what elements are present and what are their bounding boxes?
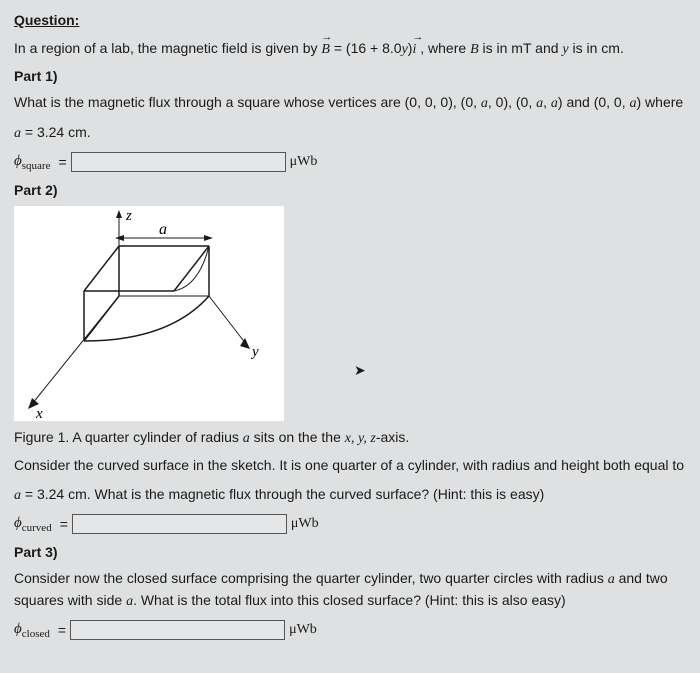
a-label: a bbox=[159, 221, 167, 238]
phi2-sub: curved bbox=[22, 522, 52, 534]
cap-a: a bbox=[243, 431, 250, 446]
part2-input-line: ϕcurved = μWb bbox=[14, 514, 686, 534]
part2-label: Part 2) bbox=[14, 182, 686, 198]
p1-pre: What is the magnetic flux through a squa… bbox=[14, 94, 481, 110]
part3-label: Part 3) bbox=[14, 544, 686, 560]
phi1-sub: square bbox=[22, 160, 51, 172]
p1-aval: = 3.24 cm. bbox=[21, 124, 91, 140]
phi-closed-label: ϕclosed bbox=[14, 621, 50, 640]
b-ital: B bbox=[470, 42, 479, 57]
p1-m3: ) and (0, 0, bbox=[558, 94, 630, 110]
b-vector: B bbox=[321, 39, 330, 60]
unit-2: μWb bbox=[291, 516, 319, 532]
phi-square-input[interactable] bbox=[71, 152, 286, 172]
post3: is in cm. bbox=[569, 40, 624, 56]
y-axis-label: y bbox=[250, 344, 259, 360]
part3-text: Consider now the closed surface comprisi… bbox=[14, 568, 686, 612]
phi3: ϕ bbox=[14, 621, 22, 637]
p1-post: ) where bbox=[637, 94, 684, 110]
figure-caption: Figure 1. A quarter cylinder of radius a… bbox=[14, 429, 686, 447]
phi-curved-input[interactable] bbox=[72, 514, 287, 534]
question-heading: Question: bbox=[14, 12, 686, 28]
cap-pre: Figure 1. A quarter cylinder of radius bbox=[14, 429, 243, 445]
unit-1: μWb bbox=[290, 154, 318, 170]
part1-input-line: ϕsquare = μWb bbox=[14, 152, 686, 172]
p2-aval: = 3.24 cm. What is the magnetic flux thr… bbox=[21, 486, 544, 502]
p1-a4: a bbox=[630, 96, 637, 111]
i-vector: i bbox=[412, 39, 416, 60]
p2-aeq: a bbox=[14, 488, 21, 503]
intro-pre: In a region of a lab, the magnetic field… bbox=[14, 40, 321, 56]
phi1: ϕ bbox=[14, 153, 22, 169]
intro-post: , where bbox=[416, 40, 470, 56]
phi3-sub: closed bbox=[22, 628, 50, 640]
phi-curved-label: ϕcurved bbox=[14, 515, 52, 534]
eq-sign-2: = bbox=[60, 516, 68, 532]
cap-post: sits on the the bbox=[250, 429, 345, 445]
p3-a1: a bbox=[608, 572, 615, 587]
cap-end: -axis. bbox=[376, 429, 409, 445]
p1-a1: a bbox=[481, 96, 488, 111]
part3-input-line: ϕclosed = μWb bbox=[14, 620, 686, 640]
p3-pre: Consider now the closed surface comprisi… bbox=[14, 570, 608, 586]
eq-text: = (16 + 8.0 bbox=[330, 40, 402, 56]
z-axis-label: z bbox=[125, 208, 132, 224]
p1-m2: , bbox=[543, 94, 551, 110]
part1-text: What is the magnetic flux through a squa… bbox=[14, 92, 686, 114]
p1-aeq: a bbox=[14, 126, 21, 141]
eq-sign-1: = bbox=[58, 154, 66, 170]
x-axis-label: x bbox=[35, 406, 43, 421]
p1-m1: , 0), (0, bbox=[488, 94, 536, 110]
phi-closed-input[interactable] bbox=[70, 620, 285, 640]
quarter-cylinder-diagram: z x y a bbox=[14, 206, 284, 421]
question-intro: In a region of a lab, the magnetic field… bbox=[14, 38, 686, 60]
part2-text1: Consider the curved surface in the sketc… bbox=[14, 455, 686, 476]
p3-a2: a bbox=[126, 594, 133, 609]
figure-1: z x y a bbox=[14, 206, 284, 421]
eq-sign-3: = bbox=[58, 622, 66, 638]
p3-post: . What is the total flux into this close… bbox=[133, 592, 566, 608]
unit-3: μWb bbox=[289, 622, 317, 638]
cap-xyz: x, y, z bbox=[345, 431, 376, 446]
part1-label: Part 1) bbox=[14, 68, 686, 84]
phi-square-label: ϕsquare bbox=[14, 153, 50, 172]
mouse-cursor-icon: ➤ bbox=[354, 362, 366, 379]
post2: is in mT and bbox=[479, 40, 563, 56]
phi2: ϕ bbox=[14, 515, 22, 531]
part1-a-eq: a = 3.24 cm. bbox=[14, 122, 686, 144]
p1-a3: a bbox=[551, 96, 558, 111]
part2-text2: a = 3.24 cm. What is the magnetic flux t… bbox=[14, 484, 686, 506]
